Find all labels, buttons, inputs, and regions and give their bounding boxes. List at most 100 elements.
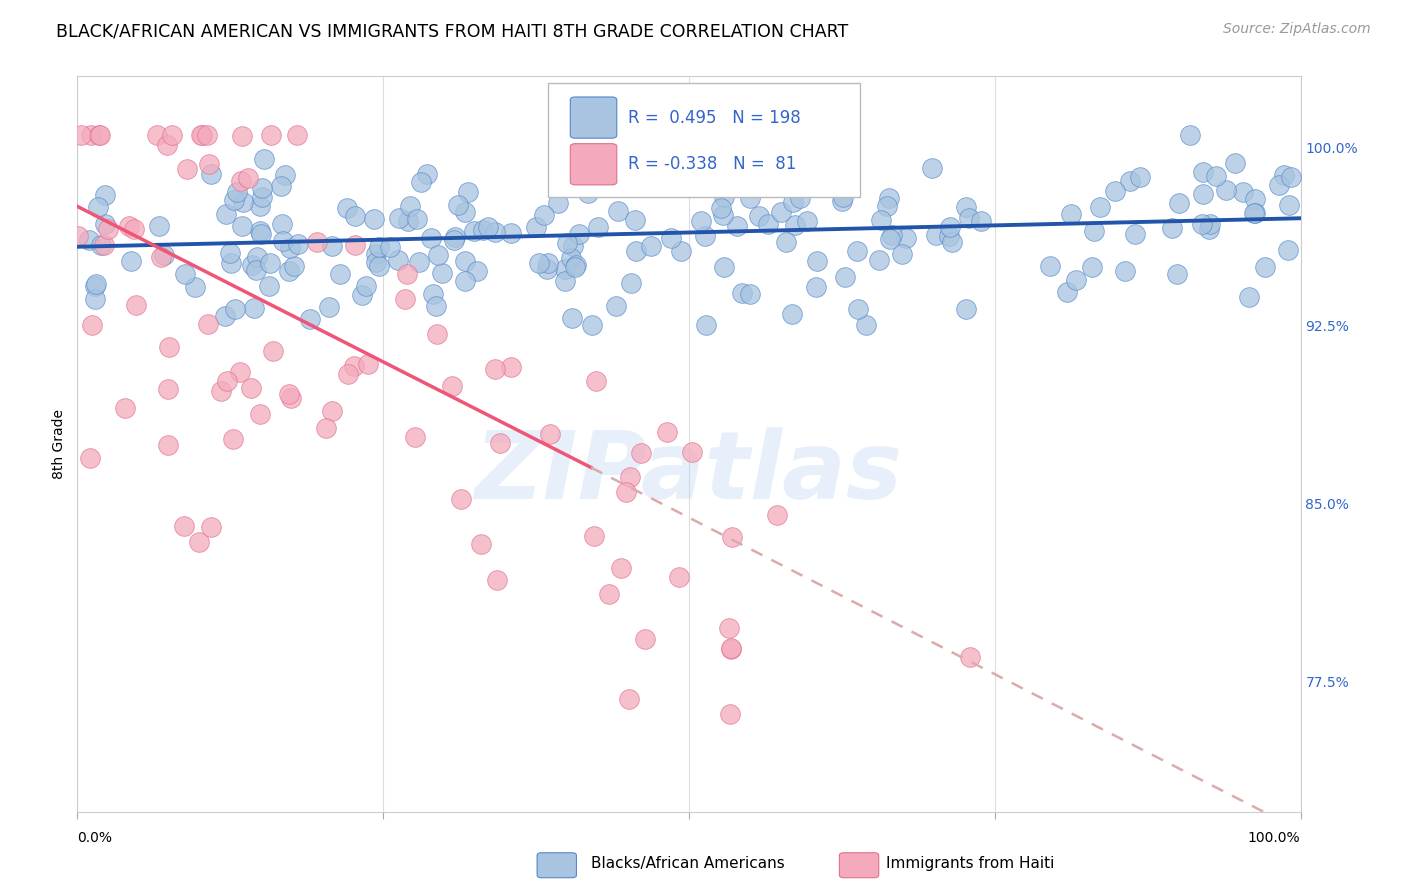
Y-axis label: 8th Grade: 8th Grade: [52, 409, 66, 479]
FancyBboxPatch shape: [571, 97, 617, 138]
Point: [586, 219, 609, 234]
Point: [533, 208, 555, 222]
Point: [257, 278, 280, 293]
Point: [287, 236, 309, 251]
Point: [1178, 128, 1201, 143]
Point: [149, 251, 172, 265]
Point: [450, 491, 472, 506]
Point: [569, 128, 592, 143]
Point: [1066, 273, 1088, 287]
Point: [249, 224, 271, 238]
Point: [238, 171, 260, 186]
Point: [454, 275, 477, 289]
Point: [343, 359, 366, 373]
Point: [190, 128, 212, 143]
Point: [94, 217, 117, 231]
Point: [441, 379, 464, 393]
Point: [1267, 178, 1289, 192]
Point: [785, 219, 807, 233]
Point: [1272, 168, 1295, 182]
Point: [447, 198, 470, 212]
Point: [93, 238, 115, 252]
Point: [125, 298, 148, 312]
Text: 0.0%: 0.0%: [77, 830, 112, 845]
Point: [782, 194, 804, 209]
Point: [246, 250, 269, 264]
Point: [718, 706, 741, 721]
Text: Blacks/African Americans: Blacks/African Americans: [591, 856, 785, 871]
Point: [499, 360, 522, 375]
Point: [655, 425, 678, 439]
Point: [229, 365, 252, 379]
Point: [271, 217, 294, 231]
Point: [259, 256, 281, 270]
Point: [630, 445, 652, 459]
Point: [90, 238, 112, 252]
Point: [454, 205, 477, 219]
Point: [250, 181, 273, 195]
Point: [388, 211, 411, 225]
Point: [879, 191, 901, 205]
Point: [925, 227, 948, 242]
Point: [224, 301, 246, 316]
Point: [1191, 218, 1213, 232]
Point: [477, 220, 499, 235]
Text: Immigrants from Haiti: Immigrants from Haiti: [886, 856, 1054, 871]
Point: [831, 190, 853, 204]
Point: [298, 312, 321, 326]
Point: [941, 235, 963, 249]
Point: [472, 222, 495, 236]
Point: [775, 235, 797, 250]
Point: [80, 128, 103, 143]
Point: [1056, 285, 1078, 300]
Point: [1129, 169, 1152, 184]
Point: [363, 212, 385, 227]
Point: [669, 244, 692, 258]
Point: [890, 247, 912, 261]
Point: [231, 219, 253, 234]
Point: [1081, 260, 1104, 275]
Point: [380, 240, 402, 254]
Point: [564, 260, 586, 274]
Point: [607, 204, 630, 219]
Text: R = -0.338   N =  81: R = -0.338 N = 81: [628, 155, 796, 173]
Point: [879, 232, 901, 246]
Point: [470, 537, 492, 551]
Point: [443, 229, 465, 244]
Point: [561, 311, 583, 326]
Point: [249, 199, 271, 213]
Point: [146, 128, 169, 143]
Point: [957, 211, 980, 225]
Point: [1198, 222, 1220, 236]
Point: [624, 244, 647, 259]
Point: [564, 258, 586, 272]
Point: [780, 307, 803, 321]
Point: [846, 244, 869, 258]
Point: [84, 292, 107, 306]
Point: [408, 254, 430, 268]
Point: [1205, 169, 1227, 183]
Point: [1167, 195, 1189, 210]
Point: [367, 240, 389, 254]
Point: [222, 193, 245, 207]
Point: [731, 286, 754, 301]
Point: [77, 234, 100, 248]
Point: [619, 470, 641, 484]
Point: [231, 128, 253, 143]
Point: [727, 219, 749, 234]
Point: [156, 138, 179, 153]
Point: [748, 209, 770, 223]
Point: [1244, 192, 1267, 206]
Point: [249, 407, 271, 421]
Point: [484, 225, 506, 239]
Point: [1243, 206, 1265, 220]
Point: [198, 157, 221, 171]
Point: [260, 128, 283, 143]
Point: [1277, 244, 1299, 258]
Point: [555, 236, 578, 251]
Point: [173, 519, 195, 533]
Point: [197, 318, 219, 332]
Point: [422, 287, 444, 301]
Point: [846, 301, 869, 316]
Point: [463, 224, 485, 238]
